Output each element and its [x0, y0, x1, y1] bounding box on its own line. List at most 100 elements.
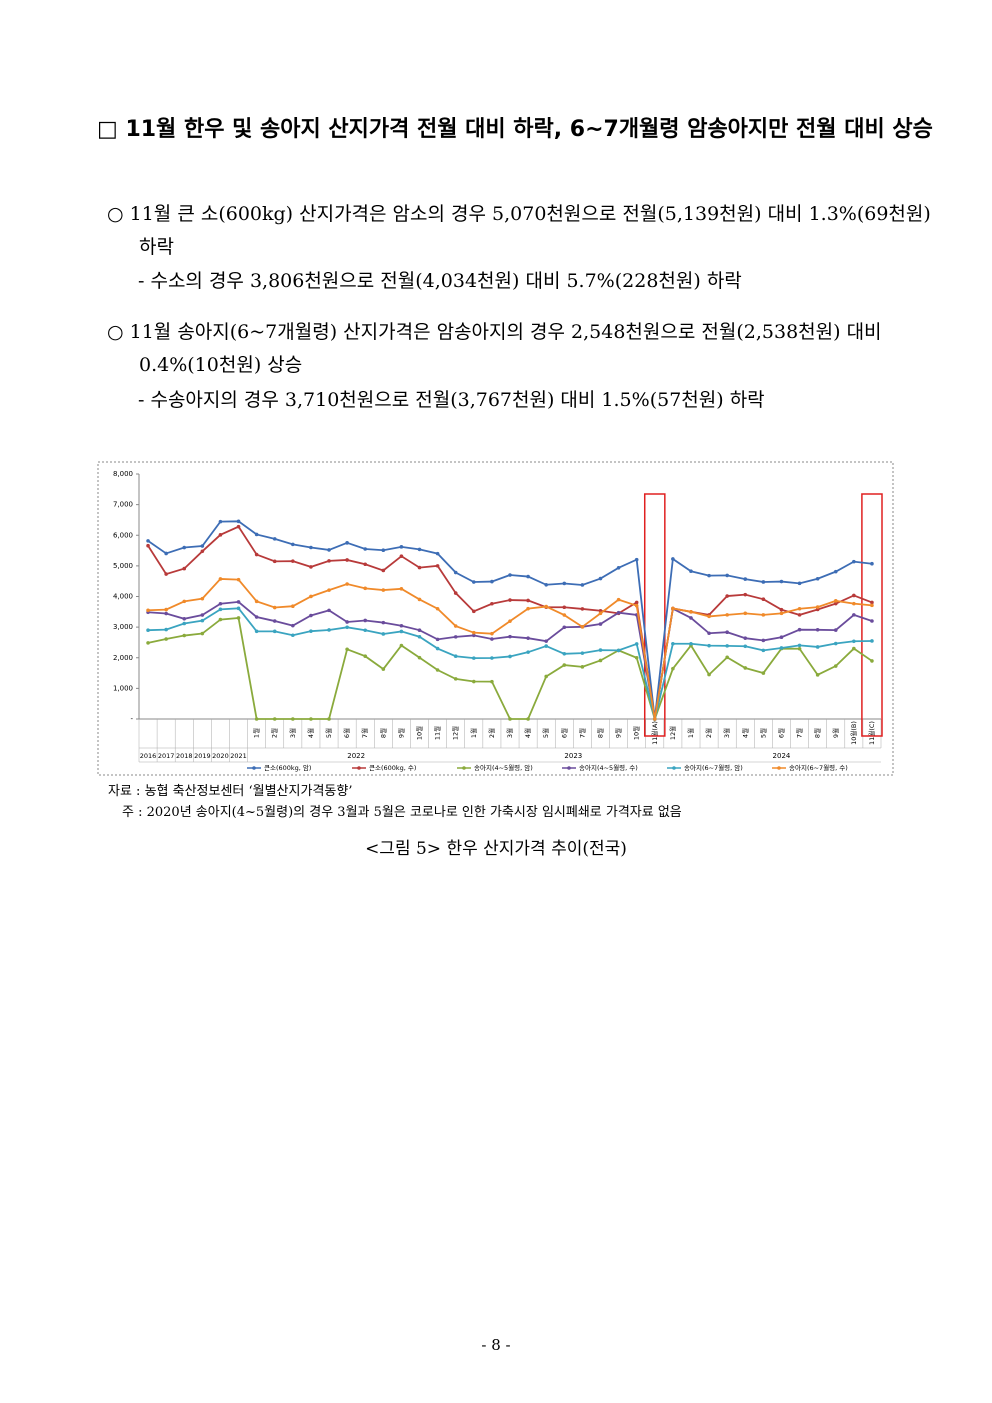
x-tick-label: 6월: [776, 728, 785, 738]
year-group-label: 2023: [564, 752, 582, 760]
chart-frame: [97, 461, 894, 776]
x-tick-label: 4월: [306, 728, 315, 738]
series-marker: [309, 565, 313, 569]
series-marker: [200, 618, 205, 623]
series-marker: [146, 539, 150, 543]
series-marker: [852, 613, 856, 617]
series-marker: [309, 613, 313, 618]
series-marker: [327, 608, 331, 613]
series-marker: [490, 601, 494, 606]
series-marker: [182, 621, 187, 626]
highlight-box: [861, 493, 883, 737]
series-marker: [598, 611, 603, 616]
series-marker: [435, 606, 440, 611]
series-marker: [327, 548, 331, 552]
series-marker: [870, 600, 874, 605]
series-marker: [761, 597, 766, 602]
y-tick-label: 7,000: [113, 501, 133, 509]
series-marker: [743, 577, 748, 581]
series-marker: [381, 548, 386, 553]
series-marker: [453, 591, 458, 595]
series-marker: [725, 644, 729, 648]
series-marker: [182, 545, 187, 550]
series-marker: [309, 545, 313, 550]
series-marker: [291, 717, 295, 721]
series-marker: [671, 606, 675, 611]
series-marker: [399, 629, 404, 634]
series-marker: [743, 666, 748, 670]
series-marker: [870, 603, 874, 608]
series-marker: [453, 677, 458, 681]
series-marker: [236, 600, 241, 604]
series-marker: [634, 642, 639, 646]
x-tick-label: 7월: [577, 728, 586, 738]
series-marker: [707, 631, 711, 636]
series-marker: [870, 561, 874, 566]
x-tick-label: 1월: [686, 728, 695, 738]
series-marker: [852, 646, 856, 651]
series-marker: [779, 579, 784, 584]
series-marker: [182, 599, 187, 604]
x-tick-label: 9월: [614, 728, 623, 738]
series-marker: [327, 717, 331, 721]
series-marker: [743, 644, 748, 649]
series-marker: [363, 547, 368, 551]
x-tick-label: 2020: [212, 752, 229, 760]
series-line: [147, 616, 873, 722]
series-marker: [725, 655, 729, 660]
legend-label: 송아지(4~5월령, 수): [579, 763, 638, 772]
x-tick-label: 11월(A): [650, 721, 659, 745]
year-group-label: 2022: [347, 752, 365, 760]
series-marker: [381, 588, 386, 592]
x-tick-label: 4월: [523, 728, 532, 738]
series-marker: [218, 617, 223, 622]
legend-marker: [252, 766, 256, 770]
series-marker: [544, 639, 548, 643]
x-tick-label: 2018: [176, 752, 193, 760]
series-marker: [725, 613, 729, 617]
x-tick-label: 5월: [541, 728, 550, 738]
legend-marker: [672, 766, 676, 770]
series-marker: [598, 622, 603, 626]
series-marker: [689, 569, 693, 574]
series-marker: [399, 545, 404, 549]
series-marker: [399, 623, 404, 628]
series-marker: [544, 644, 548, 648]
y-tick-label: -: [130, 715, 133, 723]
series-marker: [236, 577, 241, 582]
series-marker: [272, 605, 277, 610]
series-marker: [453, 635, 458, 639]
series-marker: [435, 668, 440, 672]
series-marker: [815, 627, 820, 632]
series-marker: [472, 630, 476, 635]
x-tick-label: 6월: [342, 728, 351, 738]
series-marker: [254, 599, 259, 604]
series-marker: [236, 616, 241, 620]
series-marker: [634, 603, 639, 608]
series-marker: [200, 613, 205, 617]
x-tick-label: 2016: [140, 752, 157, 760]
y-tick-label: 1,000: [113, 684, 133, 692]
series-marker: [399, 587, 404, 591]
series-marker: [725, 594, 729, 598]
series-marker: [435, 637, 440, 642]
series-marker: [164, 627, 168, 632]
series-marker: [815, 673, 820, 677]
series-marker: [779, 646, 784, 650]
series-marker: [254, 552, 259, 557]
y-tick-label: 4,000: [113, 593, 133, 601]
series-marker: [218, 607, 223, 612]
series-marker: [616, 597, 621, 602]
series-marker: [291, 623, 295, 628]
x-tick-label: 2021: [230, 752, 247, 760]
series-marker: [291, 559, 295, 563]
series-marker: [634, 557, 639, 562]
series-marker: [381, 568, 386, 573]
series-marker: [453, 624, 458, 628]
series-marker: [508, 573, 512, 577]
series-marker: [345, 625, 349, 630]
series-marker: [345, 647, 349, 652]
series-marker: [200, 544, 205, 548]
series-marker: [725, 630, 729, 635]
series-marker: [833, 569, 838, 574]
